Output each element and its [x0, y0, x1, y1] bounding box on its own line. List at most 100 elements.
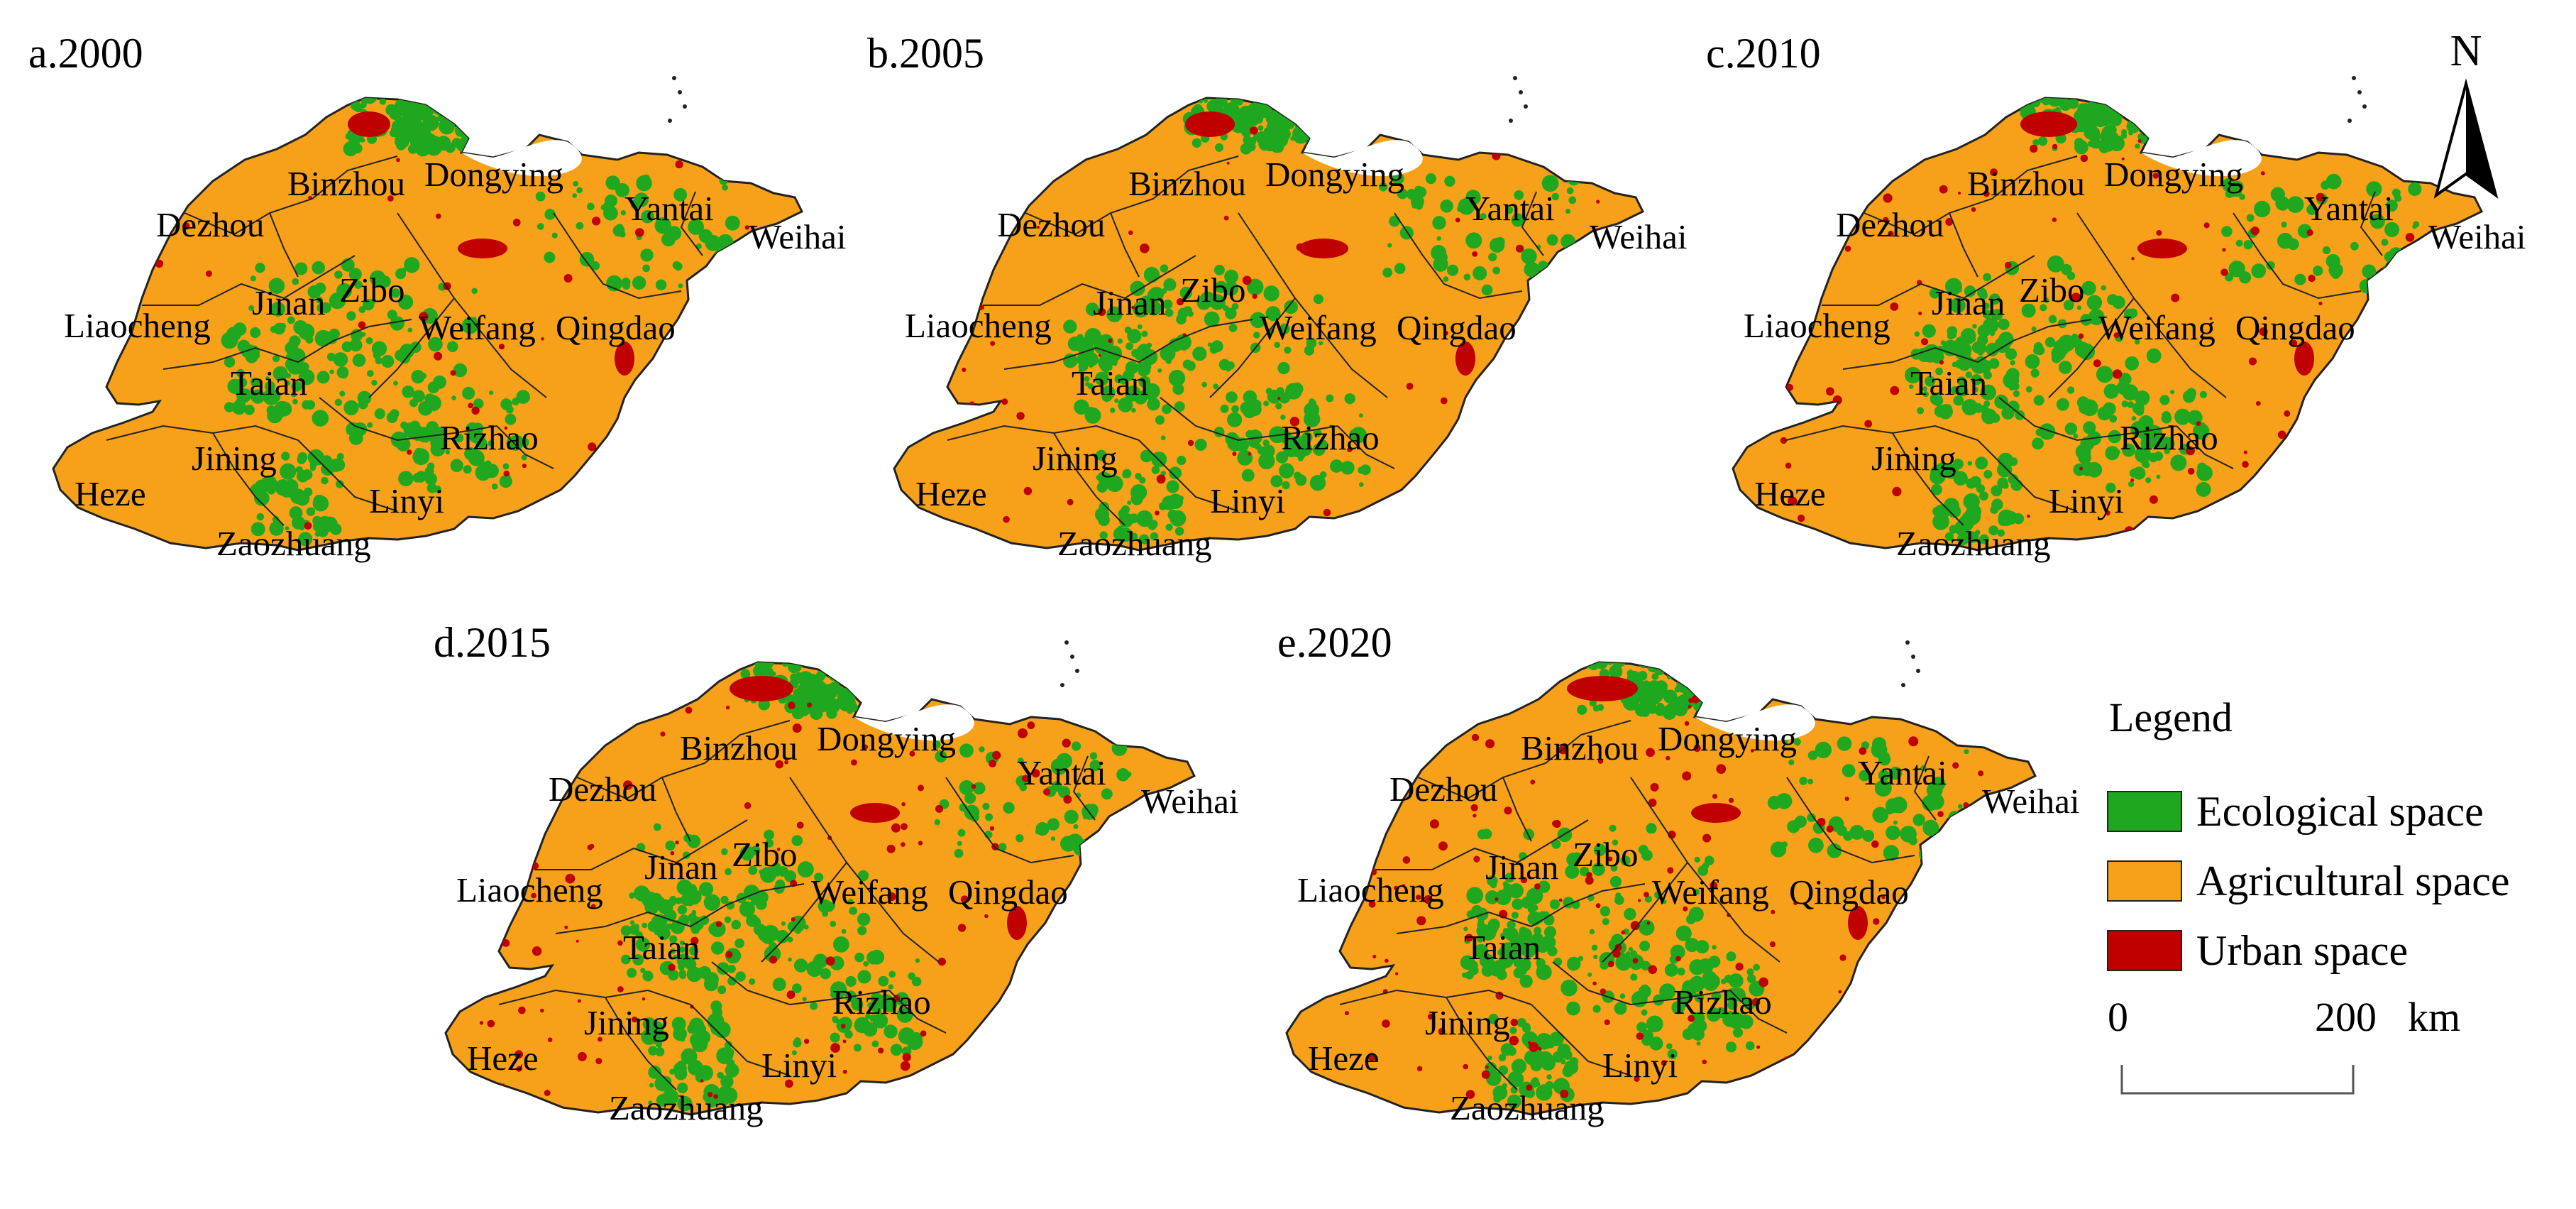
- ecological-patch: [1927, 793, 1944, 810]
- ecological-patch: [1194, 438, 1207, 452]
- ecological-patch: [2044, 297, 2049, 303]
- ecological-patch: [1514, 190, 1524, 200]
- ecological-patch: [1707, 693, 1713, 699]
- ecological-patch: [1837, 736, 1852, 751]
- ecological-patch: [1629, 655, 1633, 659]
- urban-patch: [2255, 400, 2261, 406]
- urban-patch: [689, 481, 697, 488]
- ecological-patch: [1659, 983, 1676, 1000]
- urban-patch: [1140, 244, 1150, 253]
- ecological-patch: [1593, 843, 1607, 856]
- ecological-patch: [2051, 346, 2066, 361]
- ecological-patch: [1807, 750, 1818, 760]
- ecological-patch: [371, 379, 378, 386]
- city-label-rizhao: Rizhao: [1281, 418, 1380, 457]
- urban-patch: [1559, 164, 1568, 173]
- urban-patch: [1648, 798, 1657, 807]
- ecological-patch: [1583, 662, 1587, 664]
- prefecture-boundary: [1138, 439, 1239, 512]
- ecological-patch: [1644, 848, 1649, 854]
- urban-patch: [1528, 452, 1536, 460]
- urban-patch: [992, 164, 997, 168]
- ecological-patch: [2035, 428, 2044, 437]
- urban-patch: [1761, 1082, 1766, 1088]
- ecological-patch: [235, 398, 245, 407]
- ecological-patch: [1151, 466, 1160, 474]
- ecological-patch: [1317, 114, 1326, 121]
- ecological-patch: [1173, 469, 1182, 478]
- ecological-patch: [750, 917, 761, 928]
- urban-patch: [458, 239, 507, 258]
- city-label-qingdao: Qingdao: [2235, 308, 2355, 347]
- urban-patch: [900, 1061, 910, 1071]
- city-label-taian: Taian: [1072, 363, 1148, 403]
- ecological-patch: [273, 415, 279, 422]
- ecological-patch: [2005, 368, 2020, 382]
- ecological-patch: [1697, 672, 1710, 684]
- city-label-weihai: Weihai: [2428, 217, 2526, 256]
- urban-patch: [522, 464, 527, 469]
- urban-patch: [1185, 111, 1235, 137]
- ecological-patch: [398, 471, 414, 486]
- ecological-patch: [1615, 954, 1632, 971]
- ecological-patch: [645, 1022, 661, 1038]
- ecological-patch: [1447, 264, 1459, 276]
- ecological-patch: [908, 972, 915, 980]
- ecological-patch: [622, 281, 631, 290]
- ecological-patch: [2093, 297, 2100, 303]
- ecological-patch: [1565, 864, 1580, 879]
- ecological-patch: [857, 912, 871, 926]
- prefecture-boundary: [534, 819, 748, 870]
- urban-patch: [1438, 1027, 1446, 1035]
- ecological-patch: [1688, 676, 1700, 689]
- ecological-patch: [316, 296, 324, 304]
- ecological-patch: [366, 370, 374, 377]
- ecological-patch: [447, 341, 458, 353]
- ecological-patch: [1957, 804, 1963, 809]
- ecological-patch: [1700, 687, 1711, 699]
- city-label-linyi: Linyi: [369, 481, 444, 520]
- urban-patch: [957, 924, 967, 932]
- ecological-patch: [686, 889, 702, 905]
- ecological-patch: [2325, 253, 2340, 269]
- urban-patch: [1529, 1041, 1539, 1052]
- prefecture-boundary: [576, 720, 791, 800]
- ecological-patch: [760, 866, 776, 883]
- ecological-patch: [1619, 993, 1626, 999]
- prefecture-boundary: [789, 777, 940, 963]
- ecological-patch: [717, 962, 730, 975]
- ecological-patch: [517, 435, 522, 442]
- ecological-patch: [2322, 246, 2331, 255]
- ecological-patch: [1162, 299, 1173, 310]
- urban-patch: [850, 803, 900, 823]
- ecological-patch: [1694, 856, 1700, 863]
- urban-patch: [2131, 256, 2135, 261]
- ecological-patch: [1972, 324, 1977, 329]
- city-label-dongying: Dongying: [2104, 155, 2243, 194]
- urban-patch: [2290, 339, 2298, 347]
- city-label-liaocheng: Liaocheng: [1744, 306, 1890, 345]
- ecological-patch: [289, 335, 301, 347]
- ecological-patch: [1526, 887, 1543, 904]
- ecological-patch: [772, 978, 786, 992]
- ecological-patch: [781, 921, 786, 926]
- urban-patch: [1684, 721, 1690, 726]
- urban-patch: [989, 826, 995, 831]
- ecological-patch: [1600, 906, 1611, 917]
- urban-patch: [1416, 916, 1426, 926]
- urban-patch: [1881, 895, 1886, 899]
- urban-patch: [588, 442, 597, 452]
- urban-patch: [1960, 946, 1969, 956]
- ecological-patch: [698, 967, 707, 976]
- ecological-patch: [1661, 690, 1670, 699]
- ecological-patch: [932, 740, 941, 749]
- ecological-patch: [722, 184, 728, 191]
- ecological-patch: [1914, 331, 1920, 337]
- ecological-patch: [857, 970, 871, 984]
- ecological-patch: [1120, 378, 1127, 385]
- urban-patch: [1250, 126, 1258, 135]
- ecological-patch: [502, 463, 510, 470]
- ecological-patch: [969, 812, 980, 822]
- ecological-patch: [426, 483, 437, 493]
